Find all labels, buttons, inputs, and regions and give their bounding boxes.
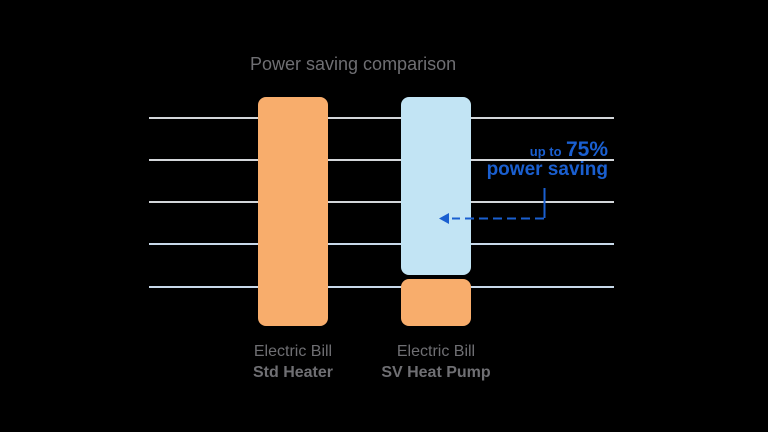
label-std-heater: Electric Bill Std Heater (213, 341, 373, 383)
label-line2: SV Heat Pump (381, 364, 491, 381)
annotation-prefix: up to (529, 144, 562, 159)
label-line2: Std Heater (252, 364, 334, 381)
annotation-value: 75% (565, 138, 608, 161)
label-heat-pump: Electric Bill SV Heat Pump (356, 341, 516, 383)
chart-title-text: Power saving comparison (250, 54, 457, 74)
gridline (149, 117, 614, 119)
bar-heat-pump-saving (401, 97, 471, 275)
saving-annotation: up to 75% power saving (470, 138, 608, 181)
label-line1: Electric Bill (396, 343, 476, 360)
gridline (149, 243, 614, 245)
bar-std-heater (258, 97, 328, 326)
gridline (149, 201, 614, 203)
label-line1: Electric Bill (253, 343, 333, 360)
bar-heat-pump-cost (401, 279, 471, 326)
gridline (149, 286, 614, 288)
gridline (149, 159, 614, 161)
annotation-line2: power saving (486, 159, 608, 180)
